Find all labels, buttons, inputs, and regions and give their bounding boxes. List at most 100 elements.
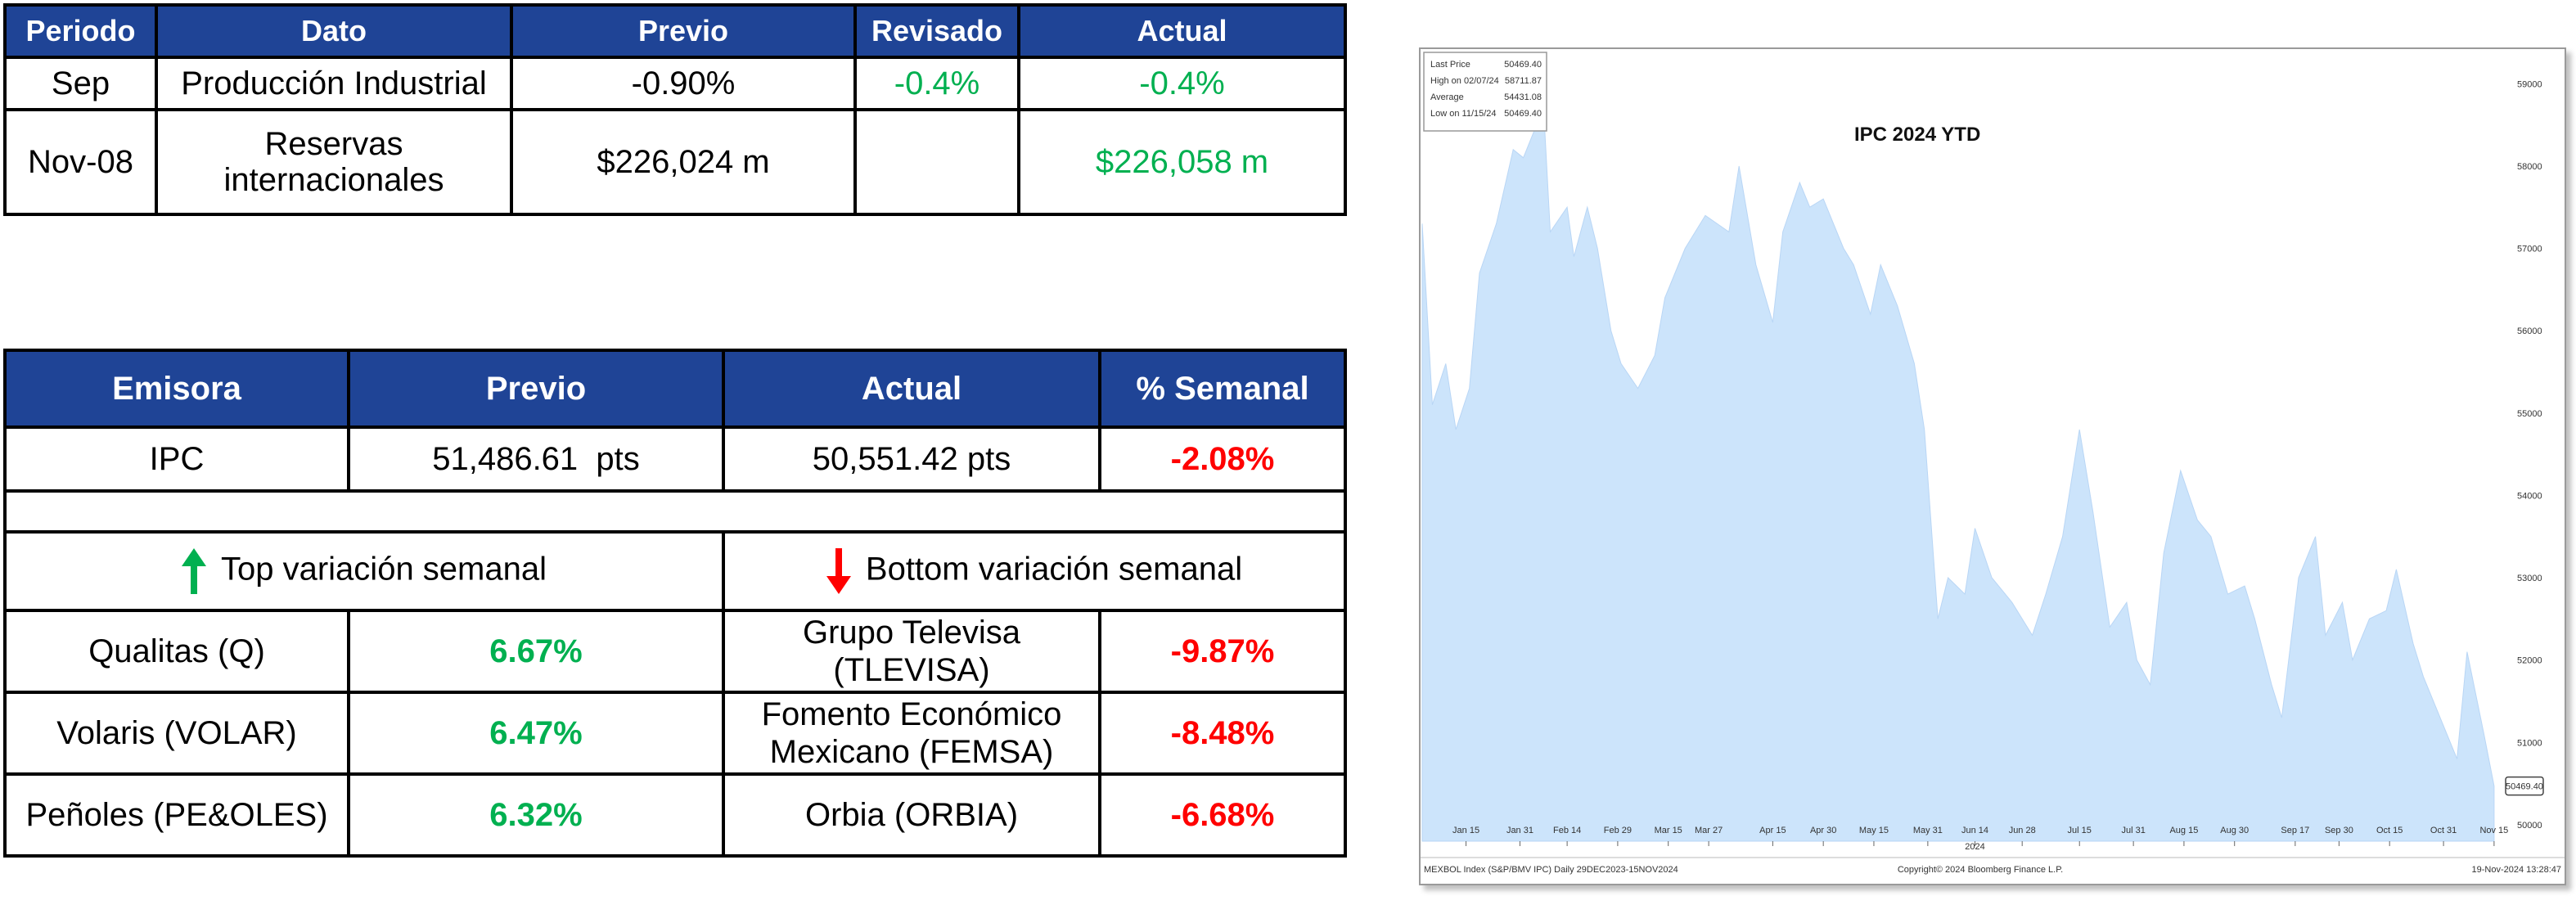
chart-title: IPC 2024 YTD — [1854, 124, 1980, 146]
footer-center: Copyright© 2024 Bloomberg Finance L.P. — [1898, 865, 2063, 875]
x-axis: Jan 15 Jan 31 Feb 14 Feb 29 Mar 15 Mar 27 Apr … — [1452, 826, 2508, 852]
x-tick-label: Jan 15 — [1452, 826, 1479, 835]
top-mover-name: Peñoles (PE&OLES) — [3, 772, 350, 858]
x-tick-label: Jul 31 — [2121, 826, 2145, 835]
bottom-mover-line-1: Fomento Económico — [761, 696, 1062, 732]
ipc-previo: 51,486.61 pts — [347, 425, 725, 493]
y-tick-label: 56000 — [2517, 326, 2542, 336]
footer-left: MEXBOL Index (S&P/BMV IPC) Daily 29DEC20… — [1424, 865, 1678, 875]
x-tick-label: Mar 27 — [1695, 826, 1723, 835]
x-tick-label: Oct 31 — [2430, 826, 2457, 835]
x-tick-label: Jul 15 — [2068, 826, 2092, 835]
x-tick-label: Feb 29 — [1604, 826, 1632, 835]
bottom-mover-line-2: (TLEVISA) — [833, 652, 990, 688]
ipc-actual: 50,551.42 pts — [722, 425, 1101, 493]
up-arrow-icon — [182, 548, 206, 594]
legend-value: 54431.08 — [1504, 92, 1542, 102]
x-tick-label: Sep 17 — [2281, 826, 2309, 835]
actual-cell: -0.4% — [1017, 56, 1347, 111]
revisado-cell — [853, 108, 1020, 216]
legend-value: 50469.40 — [1504, 109, 1542, 119]
x-tick-label: Jan 31 — [1506, 826, 1533, 835]
y-tick-label: 51000 — [2517, 738, 2542, 748]
economic-table-header: Periodo Dato Previo Revisado Actual — [3, 3, 1347, 59]
periodo-cell: Sep — [3, 56, 158, 111]
price-area-series — [1421, 107, 2495, 842]
x-tick-label: Jun 14 — [1961, 826, 1988, 835]
header-dato: Dato — [155, 3, 513, 59]
legend-label: High on 02/07/24 — [1430, 76, 1499, 86]
legend-label: Last Price — [1430, 60, 1470, 70]
x-tick-label: Apr 30 — [1810, 826, 1836, 835]
header-periodo: Periodo — [3, 3, 158, 59]
x-tick-label: Feb 14 — [1553, 826, 1581, 835]
last-price-tag: 50469.40 — [2505, 776, 2544, 796]
economic-data-table: Periodo Dato Previo Revisado Actual Sep … — [3, 3, 1347, 216]
legend-value: 50469.40 — [1504, 60, 1542, 70]
dato-line-1: Reservas — [264, 126, 403, 162]
top-label-text: Top variación semanal — [221, 551, 547, 588]
dato-cell: Reservas internacionales — [155, 108, 513, 216]
header-previo: Previo — [347, 349, 725, 429]
y-tick-label: 58000 — [2517, 162, 2542, 172]
legend-value: 58711.87 — [1505, 76, 1542, 86]
legend-box — [1423, 52, 1547, 132]
ipc-semanal: -2.08% — [1098, 425, 1347, 493]
table-row: Sep Producción Industrial -0.90% -0.4% -… — [3, 56, 1347, 111]
bottom-variation-label: Bottom variación semanal — [722, 530, 1347, 612]
bottom-mover-pct: -6.68% — [1098, 772, 1347, 858]
down-arrow-icon — [826, 548, 851, 594]
x-tick-label: Oct 15 — [2376, 826, 2403, 835]
y-axis: 59000 58000 57000 56000 55000 54000 53000 52000… — [2517, 79, 2542, 831]
mover-row: Volaris (VOLAR) 6.47% Fomento Económico … — [3, 691, 1347, 776]
x-tick-label: Aug 15 — [2169, 826, 2198, 835]
header-emisora: Emisora — [3, 349, 350, 429]
x-year-label: 2024 — [1965, 842, 1984, 852]
spacer-row — [3, 489, 1347, 534]
table-row: Nov-08 Reservas internacionales $226,024… — [3, 108, 1347, 216]
x-tick-label: May 31 — [1913, 826, 1943, 835]
last-price-box — [2505, 776, 2544, 796]
top-variation-label: Top variación semanal — [3, 530, 725, 612]
spacer-cell — [3, 489, 1347, 534]
header-actual: Actual — [722, 349, 1101, 429]
ipc-chart-svg: 59000 58000 57000 56000 55000 54000 53000 52000… — [1421, 49, 2565, 884]
bottom-mover-pct: -9.87% — [1098, 609, 1347, 694]
bottom-mover-line-2: Mexicano (FEMSA) — [769, 734, 1054, 770]
top-mover-pct: 6.32% — [347, 772, 725, 858]
plot-area — [1421, 107, 2495, 842]
last-price-value: 50469.40 — [2506, 782, 2543, 792]
y-tick-label: 53000 — [2517, 574, 2542, 583]
top-mover-name: Volaris (VOLAR) — [3, 691, 350, 776]
header-semanal: % Semanal — [1098, 349, 1347, 429]
mover-row: Peñoles (PE&OLES) 6.32% Orbia (ORBIA) -6… — [3, 772, 1347, 858]
previo-cell: $226,024 m — [510, 108, 857, 216]
ipc-row: IPC 51,486.61 pts 50,551.42 pts -2.08% — [3, 425, 1347, 493]
y-tick-label: 57000 — [2517, 245, 2542, 254]
legend-label: Low on 11/15/24 — [1430, 109, 1497, 119]
ipc-emisora: IPC — [3, 425, 350, 493]
header-actual: Actual — [1017, 3, 1347, 59]
bottom-mover-pct: -8.48% — [1098, 691, 1347, 776]
x-tick-label: Nov 15 — [2479, 826, 2508, 835]
x-tick-label: Jun 28 — [2009, 826, 2036, 835]
x-tick-label: May 15 — [1859, 826, 1889, 835]
y-tick-label: 59000 — [2517, 79, 2542, 89]
bottom-mover-name: Grupo Televisa (TLEVISA) — [722, 609, 1101, 694]
y-tick-label: 52000 — [2517, 656, 2542, 666]
periodo-cell: Nov-08 — [3, 108, 158, 216]
top-mover-name: Qualitas (Q) — [3, 609, 350, 694]
x-tick-label: Aug 30 — [2220, 826, 2249, 835]
bottom-mover-line-1: Orbia (ORBIA) — [804, 797, 1019, 833]
y-tick-label: 55000 — [2517, 409, 2542, 419]
previo-cell: -0.90% — [510, 56, 857, 111]
bottom-label-text: Bottom variación semanal — [865, 551, 1243, 588]
top-mover-pct: 6.47% — [347, 691, 725, 776]
x-tick-label: Sep 30 — [2325, 826, 2353, 835]
top-mover-pct: 6.67% — [347, 609, 725, 694]
footer-right: 19-Nov-2024 13:28:47 — [2472, 865, 2561, 875]
y-tick-label: 54000 — [2517, 491, 2542, 501]
header-previo: Previo — [510, 3, 857, 59]
dato-line-2: internacionales — [223, 162, 444, 198]
mover-row: Qualitas (Q) 6.67% Grupo Televisa (TLEVI… — [3, 609, 1347, 694]
